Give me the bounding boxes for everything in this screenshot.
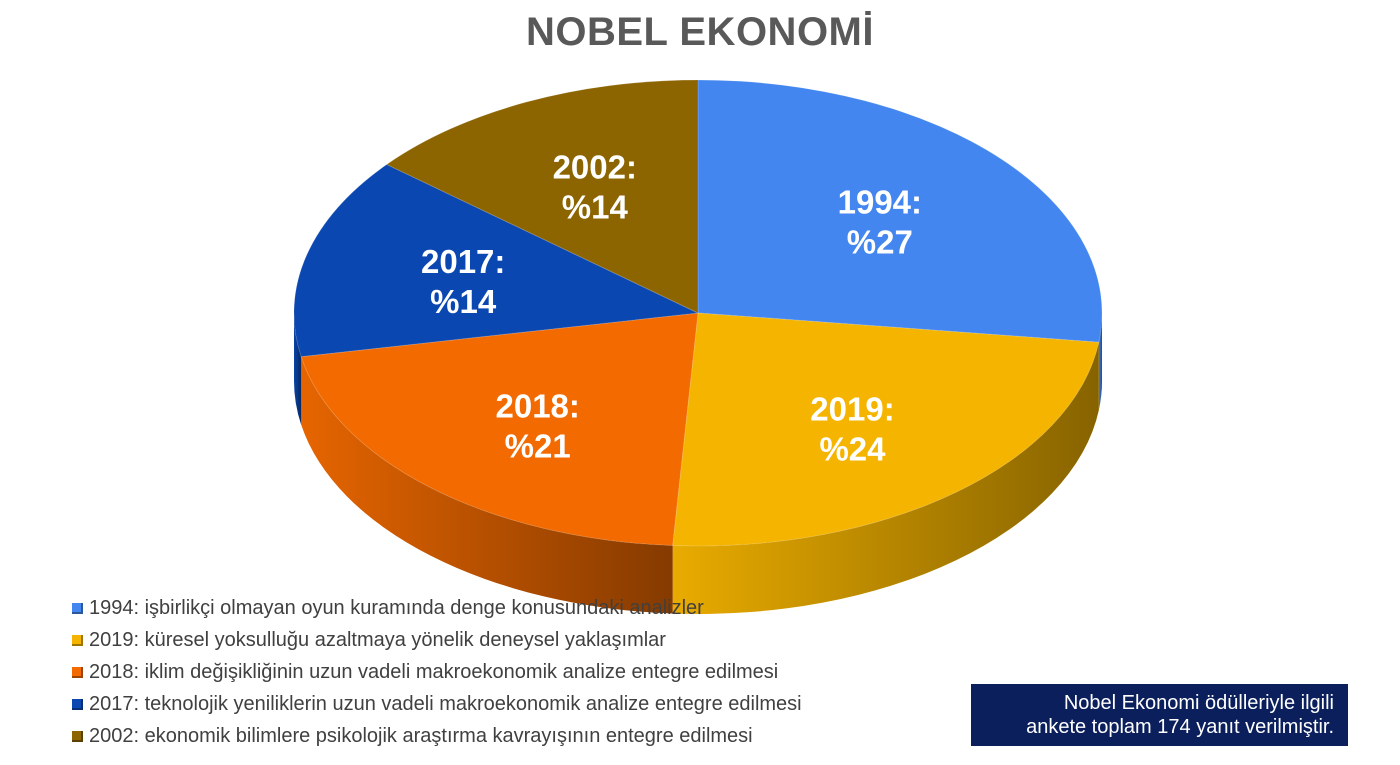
- pie-side-2017: [294, 313, 302, 425]
- legend-label: 2002: ekonomik bilimlere psikolojik araş…: [89, 724, 753, 747]
- legend-label: 2019: küresel yoksulluğu azaltmaya yönel…: [89, 628, 666, 651]
- pie-tops: [293, 79, 1103, 547]
- legend-item: 2002: ekonomik bilimlere psikolojik araş…: [72, 720, 802, 752]
- pie-label-1994: 1994: %27: [838, 183, 922, 260]
- legend-swatch: [72, 730, 83, 742]
- pie-label-2019: 2019: %24: [810, 390, 894, 467]
- legend-label: 1994: işbirlikçi olmayan oyun kuramında …: [89, 596, 704, 619]
- pie-labels: 1994: %27 2019: %24 2018: %21 2017: %14 2002: %14: [421, 148, 922, 467]
- legend-item: 1994: işbirlikçi olmayan oyun kuramında …: [72, 592, 802, 624]
- pie-side-1994: [1098, 313, 1102, 411]
- chart-title: NOBEL EKONOMİ: [525, 10, 874, 54]
- pie-label-2002: 2002: %14: [553, 148, 637, 225]
- legend-item: 2018: iklim değişikliğinin uzun vadeli m…: [72, 656, 802, 688]
- note-line-2: ankete toplam 174 yanıt verilmiştir.: [1026, 716, 1334, 738]
- pie-slice-2018: [300, 312, 699, 547]
- legend-swatch: [72, 634, 83, 646]
- pie-sides: [294, 313, 1102, 614]
- legend-label: 2018: iklim değişikliğinin uzun vadeli m…: [89, 660, 779, 683]
- note-line-1: Nobel Ekonomi ödülleriyle ilgili: [1063, 692, 1334, 714]
- response-note: Nobel Ekonomi ödülleriyle ilgili ankete …: [971, 684, 1348, 746]
- pie-side-2019: [672, 342, 1099, 614]
- pie-slice-2017: [293, 163, 700, 358]
- pie-label-2018: 2018: %21: [495, 387, 579, 464]
- pie-label-2017: 2017: %14: [421, 243, 505, 320]
- pie-slice-2019: [672, 312, 1100, 547]
- pie-side-2018: [301, 356, 673, 614]
- legend-swatch: [72, 666, 83, 678]
- legend: 1994: işbirlikçi olmayan oyun kuramında …: [72, 592, 802, 752]
- legend-swatch: [72, 698, 83, 710]
- legend-label: 2017: teknolojik yeniliklerin uzun vadel…: [89, 692, 802, 715]
- pie-slice-2002: [385, 79, 699, 314]
- pie-slice-1994: [697, 79, 1103, 343]
- legend-swatch: [72, 602, 83, 614]
- legend-item: 2017: teknolojik yeniliklerin uzun vadel…: [72, 688, 802, 720]
- legend-item: 2019: küresel yoksulluğu azaltmaya yönel…: [72, 624, 802, 656]
